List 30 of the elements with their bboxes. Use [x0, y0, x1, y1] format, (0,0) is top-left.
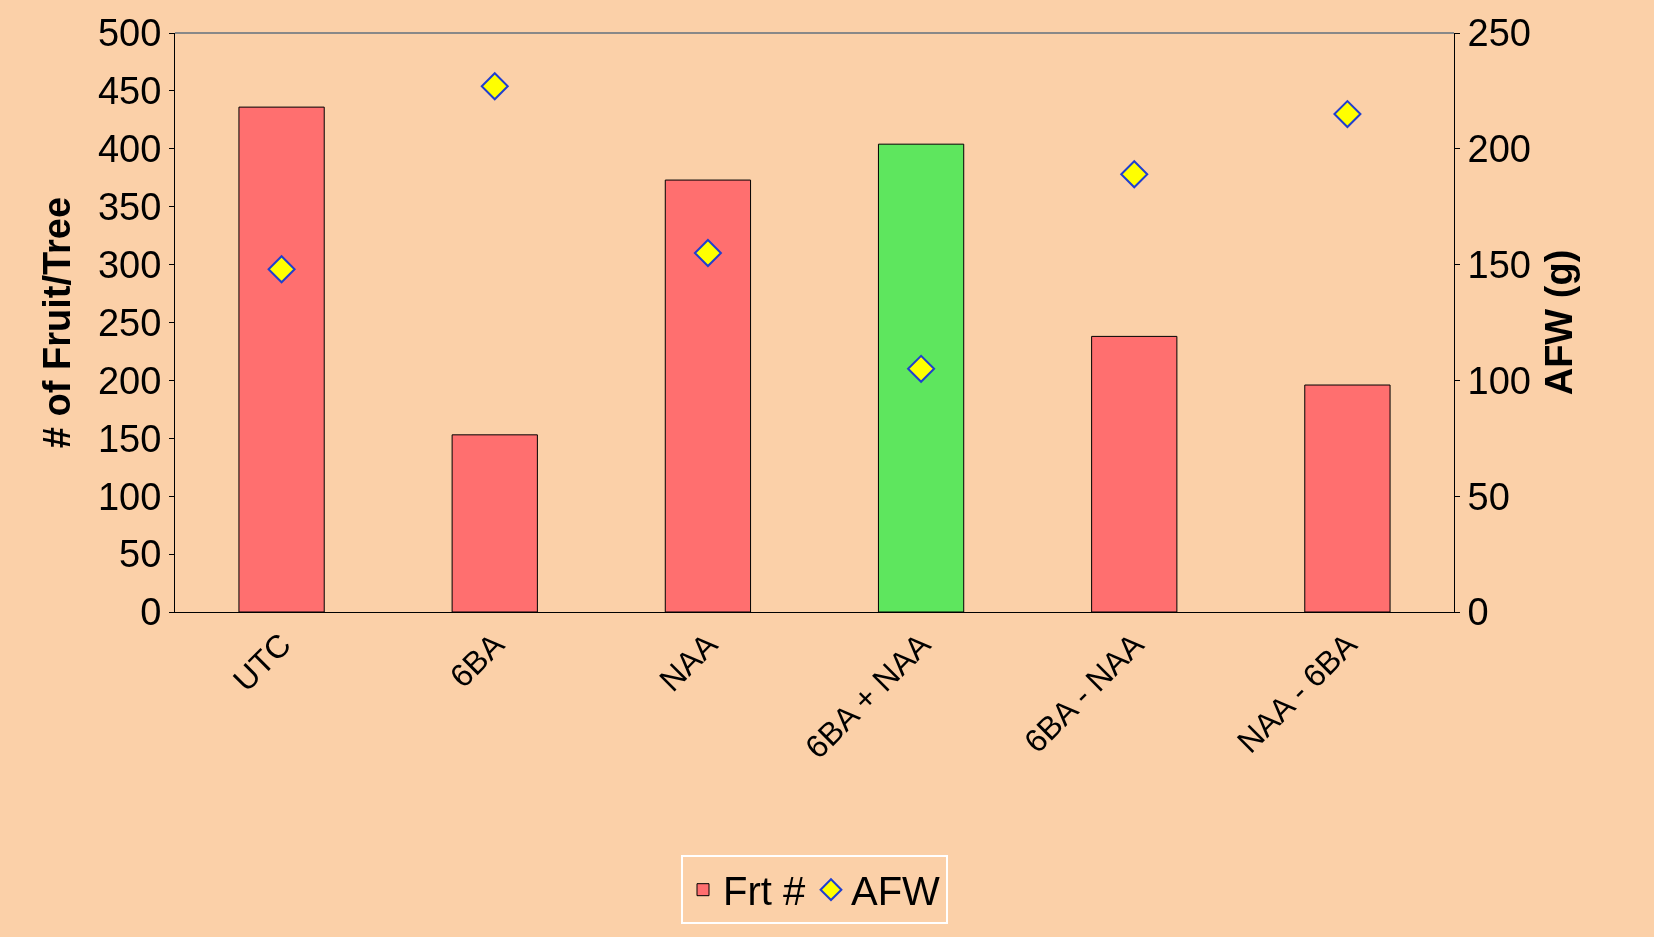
- y-tick-label: 200: [97, 359, 162, 402]
- y-tick-label: 0: [140, 591, 162, 634]
- point: [1120, 160, 1149, 189]
- y-axis-title: # of Fruit/Tree: [36, 196, 79, 449]
- y2-tick-label: 0: [1467, 591, 1489, 634]
- y2-tick-label: 50: [1467, 475, 1510, 518]
- y-tick-label: 250: [97, 301, 162, 344]
- y-tick-label: 500: [97, 12, 162, 55]
- legend-label: AFW: [850, 869, 941, 914]
- y-tick-label: 450: [97, 70, 162, 113]
- x-tick-label: UTC: [225, 626, 298, 699]
- y-tick-label: 300: [97, 243, 162, 286]
- y-tick-label: 100: [97, 475, 162, 518]
- point: [693, 239, 722, 268]
- x-tick-label: 6BA: [442, 625, 512, 695]
- y-tick-label: 350: [97, 186, 162, 228]
- y2-tick-label: 250: [1467, 12, 1532, 55]
- y-tick-label: 50: [119, 533, 162, 576]
- y2-tick-label: 100: [1467, 359, 1532, 402]
- y-tick-label: 400: [97, 128, 162, 171]
- point: [907, 354, 936, 383]
- y2-axis-title: AFW (g): [1538, 249, 1581, 396]
- x-tick-label: NAA - 6BA: [1230, 625, 1365, 760]
- point: [1333, 100, 1362, 129]
- point: [267, 255, 296, 284]
- point: [480, 72, 509, 101]
- y2-tick-label: 150: [1467, 243, 1532, 286]
- y2-tick-label: 200: [1467, 128, 1532, 171]
- legend-label: Frt #: [723, 869, 806, 914]
- y-tick-label: 150: [97, 417, 162, 460]
